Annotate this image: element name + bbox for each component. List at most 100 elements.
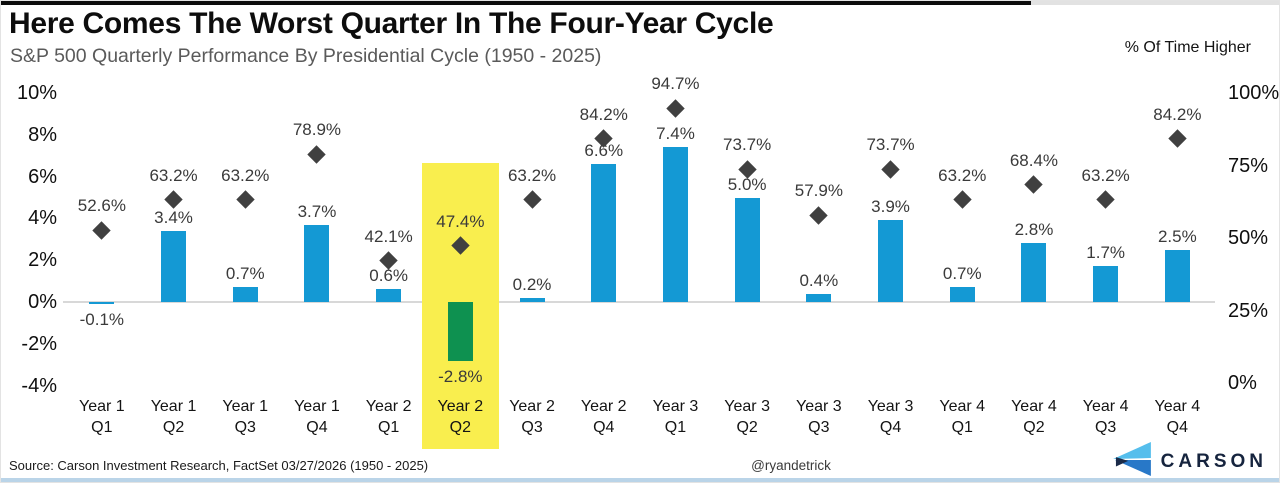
category-quarter: Q3 bbox=[521, 419, 543, 436]
bar-value-label: 0.4% bbox=[799, 270, 839, 290]
category-year: Year 4 bbox=[1011, 398, 1057, 415]
diamond-marker bbox=[522, 190, 542, 209]
bar bbox=[376, 289, 402, 302]
category-year: Year 1 bbox=[79, 398, 125, 415]
right-axis-tick: 50% bbox=[1228, 227, 1269, 249]
bottom-accent-bar bbox=[1, 478, 1279, 482]
left-axis-tick: 10% bbox=[16, 82, 57, 104]
diamond-value-label: 52.6% bbox=[77, 196, 126, 216]
diamond-marker bbox=[881, 160, 900, 179]
bar bbox=[89, 302, 115, 305]
category-year: Year 1 bbox=[294, 398, 340, 415]
bar bbox=[1021, 243, 1047, 302]
diamond-value-label: 57.9% bbox=[794, 181, 843, 201]
right-axis-tick: 0% bbox=[1228, 372, 1257, 394]
right-axis-tick: 25% bbox=[1228, 299, 1269, 322]
bar-value-label: -0.1% bbox=[79, 310, 125, 330]
category-year: Year 2 bbox=[365, 398, 412, 415]
category-label: Year 4 Q2 bbox=[994, 396, 1074, 438]
category-label: Year 1 Q2 bbox=[134, 396, 214, 438]
bar-value-label: 2.8% bbox=[1014, 220, 1054, 240]
bar-value-label: 5.0% bbox=[727, 174, 767, 194]
category-label: Year 3 Q1 bbox=[635, 396, 715, 438]
diamond-marker bbox=[307, 144, 327, 164]
diamond-marker bbox=[666, 99, 685, 118]
diamond-marker bbox=[1024, 175, 1044, 194]
diamond-value-label: 73.7% bbox=[866, 135, 915, 155]
bar-value-label: 0.7% bbox=[942, 264, 982, 284]
bar bbox=[878, 220, 904, 302]
left-axis-tick: 0% bbox=[28, 291, 57, 313]
bar bbox=[662, 147, 688, 302]
bar bbox=[161, 230, 187, 302]
right-axis-tick: 100% bbox=[1228, 82, 1280, 104]
bar-value-label: 2.5% bbox=[1157, 226, 1197, 246]
diamond-marker bbox=[92, 221, 112, 240]
twitter-handle: @ryandetrick bbox=[751, 458, 831, 473]
diamond-marker bbox=[1096, 190, 1115, 209]
diamond-value-label: 63.2% bbox=[507, 165, 557, 185]
diamond-value-label: 63.2% bbox=[149, 165, 198, 185]
left-axis-tick: 8% bbox=[28, 123, 57, 146]
diamond-marker bbox=[809, 205, 829, 225]
diamond-value-label: 63.2% bbox=[1081, 165, 1130, 185]
bar-value-label: 6.6% bbox=[584, 141, 624, 161]
bar bbox=[1164, 249, 1190, 302]
right-axis-tick: 75% bbox=[1228, 154, 1269, 177]
diamond-marker bbox=[1168, 129, 1187, 149]
category-quarter: Q1 bbox=[664, 419, 687, 436]
category-quarter: Q4 bbox=[1166, 419, 1189, 436]
category-year: Year 3 bbox=[724, 398, 770, 415]
category-quarter: Q4 bbox=[879, 419, 902, 436]
category-quarter: Q2 bbox=[449, 419, 472, 436]
category-label: Year 3 Q3 bbox=[779, 396, 859, 438]
left-axis-tick: 6% bbox=[28, 165, 57, 188]
category-quarter: Q1 bbox=[377, 419, 400, 436]
right-axis-title: % Of Time Higher bbox=[1124, 39, 1251, 56]
category-year: Year 1 bbox=[222, 398, 269, 415]
category-quarter: Q2 bbox=[1023, 419, 1045, 436]
category-year: Year 4 bbox=[1082, 398, 1129, 415]
bar bbox=[304, 224, 330, 302]
left-axis-tick: -2% bbox=[21, 332, 57, 355]
diamond-value-label: 68.4% bbox=[1009, 150, 1059, 170]
diamond-value-label: 84.2% bbox=[579, 104, 628, 124]
diamond-value-label: 63.2% bbox=[938, 165, 987, 185]
category-year: Year 2 bbox=[580, 398, 627, 415]
bar bbox=[949, 287, 975, 302]
category-label: Year 4 Q4 bbox=[1137, 396, 1217, 438]
category-label: Year 1 Q3 bbox=[205, 396, 285, 438]
bar-value-label: 0.7% bbox=[225, 264, 265, 284]
category-label: Year 1 Q1 bbox=[62, 396, 142, 438]
diamond-marker bbox=[953, 190, 972, 209]
diamond-value-label: 94.7% bbox=[651, 74, 700, 94]
diamond-value-label: 73.7% bbox=[723, 135, 772, 155]
bar-value-label: 3.4% bbox=[154, 207, 193, 227]
chart-subtitle: S&P 500 Quarterly Performance By Preside… bbox=[10, 45, 602, 67]
bar-value-label: 7.4% bbox=[656, 124, 695, 144]
category-label: Year 4 Q1 bbox=[922, 396, 1002, 438]
category-label: Year 2 Q2 bbox=[420, 396, 500, 438]
category-quarter: Q2 bbox=[736, 419, 758, 436]
category-label: Year 3 Q4 bbox=[851, 396, 931, 438]
bar bbox=[591, 164, 617, 302]
category-quarter: Q2 bbox=[162, 419, 185, 436]
category-quarter: Q4 bbox=[306, 419, 328, 436]
category-label: Year 2 Q4 bbox=[564, 396, 644, 438]
category-year: Year 3 bbox=[796, 398, 842, 415]
chart-title: Here Comes The Worst Quarter In The Four… bbox=[9, 7, 774, 40]
category-quarter: Q1 bbox=[91, 419, 113, 436]
category-year: Year 4 bbox=[1154, 398, 1201, 415]
category-label: Year 4 Q3 bbox=[1066, 396, 1146, 438]
bar-value-label: 1.7% bbox=[1086, 243, 1126, 263]
source-note: Source: Carson Investment Research, Fact… bbox=[9, 458, 429, 473]
category-year: Year 3 bbox=[652, 398, 699, 415]
carson-logo: CARSON bbox=[1112, 442, 1267, 481]
bar-value-label: 3.9% bbox=[871, 197, 910, 217]
diamond-value-label: 42.1% bbox=[364, 226, 413, 246]
bar-value-label: 0.6% bbox=[369, 266, 409, 286]
bar-value-label: -2.8% bbox=[438, 366, 483, 386]
bar-value-label: 0.2% bbox=[512, 274, 552, 294]
diamond-value-label: 47.4% bbox=[436, 211, 485, 231]
category-year: Year 2 bbox=[509, 398, 555, 415]
